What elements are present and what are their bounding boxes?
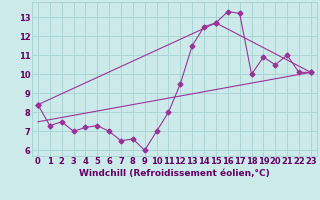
- X-axis label: Windchill (Refroidissement éolien,°C): Windchill (Refroidissement éolien,°C): [79, 169, 270, 178]
